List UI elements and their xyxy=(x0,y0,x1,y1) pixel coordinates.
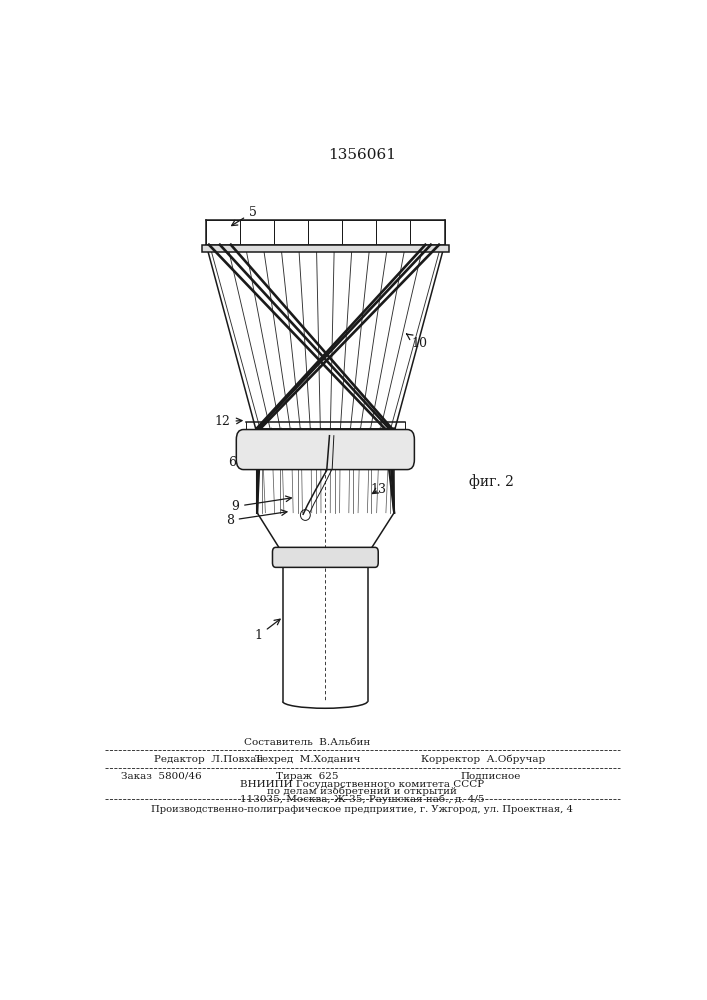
Text: Подписное: Подписное xyxy=(461,772,521,781)
Text: Тираж  625: Тираж 625 xyxy=(276,772,339,781)
Text: 113035, Москва, Ж-35, Раушская наб., д. 4/5: 113035, Москва, Ж-35, Раушская наб., д. … xyxy=(240,794,484,804)
Text: Корректор  А.Обручар: Корректор А.Обручар xyxy=(421,754,545,764)
Text: 9: 9 xyxy=(231,496,291,513)
Text: Техред  М.Хoданич: Техред М.Хoданич xyxy=(255,755,361,764)
Text: Редактор  Л.Повхан: Редактор Л.Повхан xyxy=(154,755,264,764)
Text: 8: 8 xyxy=(226,510,287,527)
Text: по делам изобретений и открытий: по делам изобретений и открытий xyxy=(267,787,457,796)
Text: Заказ  5800/46: Заказ 5800/46 xyxy=(122,772,202,781)
Text: 6: 6 xyxy=(228,456,253,469)
Text: 7: 7 xyxy=(397,442,410,455)
Text: ВНИИПИ Государственного комитета СССР: ВНИИПИ Государственного комитета СССР xyxy=(240,780,484,789)
Text: 5: 5 xyxy=(232,206,257,226)
Text: Составитель  В.Альбин: Составитель В.Альбин xyxy=(245,738,370,747)
Text: 12: 12 xyxy=(215,415,242,428)
Text: 13: 13 xyxy=(370,483,387,496)
FancyBboxPatch shape xyxy=(272,547,378,567)
FancyBboxPatch shape xyxy=(236,430,414,470)
Polygon shape xyxy=(201,245,449,252)
Text: 1356061: 1356061 xyxy=(328,148,397,162)
Text: 1: 1 xyxy=(255,619,280,642)
Text: Производственно-полиграфическое предприятие, г. Ужгород, ул. Проектная, 4: Производственно-полиграфическое предприя… xyxy=(151,805,573,814)
Text: фиг. 2: фиг. 2 xyxy=(469,474,514,489)
Text: 10: 10 xyxy=(407,334,428,350)
